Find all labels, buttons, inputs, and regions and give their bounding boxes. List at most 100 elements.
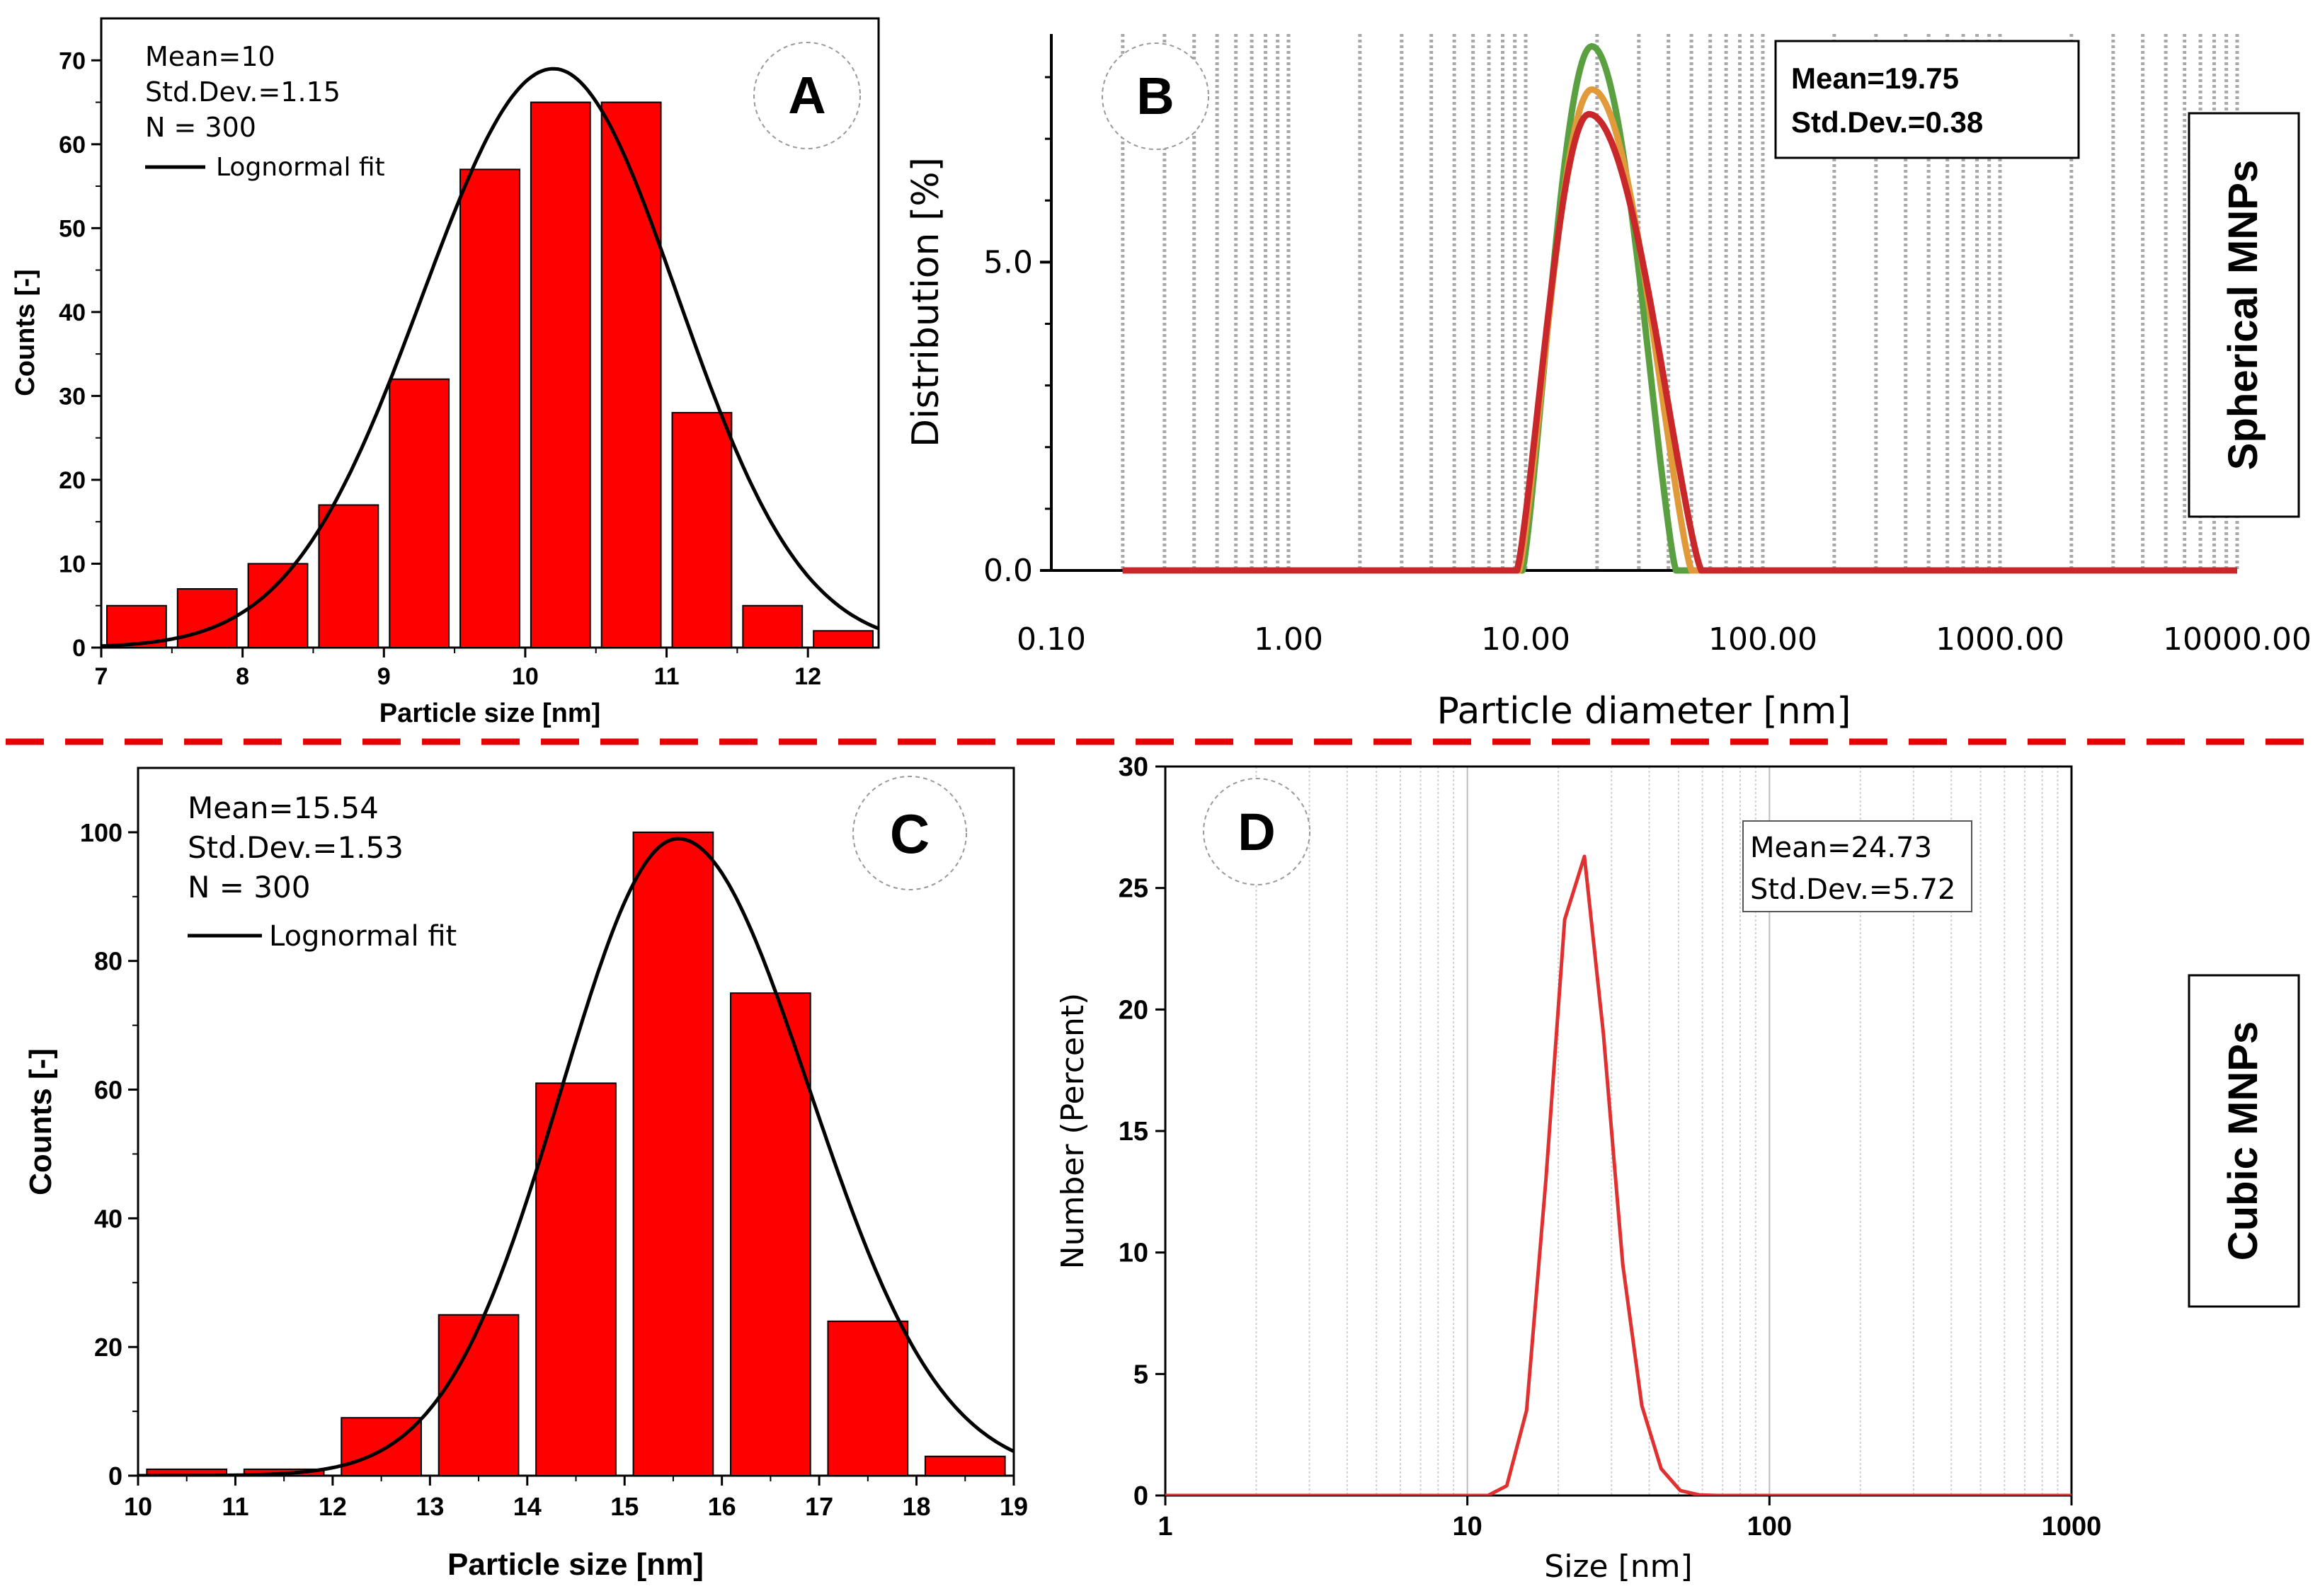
- panel-a-x-label: Particle size [nm]: [379, 699, 601, 728]
- x-tick-label: 1.00: [1254, 621, 1323, 658]
- panel-b-y-label: Distribution [%]: [905, 157, 947, 447]
- x-tick-label: 100: [1747, 1512, 1792, 1542]
- panel-b-series: [1122, 42, 2237, 574]
- y-tick-label: 20: [1119, 995, 1148, 1025]
- panel-d-x-ticks: 1 10 100 1000: [1158, 1495, 2101, 1542]
- bar-18.5: [924, 1455, 1006, 1477]
- x-tick-label: 13: [416, 1492, 444, 1521]
- panel-a-badge: [753, 42, 861, 149]
- y-tick-label: 30: [59, 384, 86, 411]
- x-tick-label: 0.10: [1017, 621, 1086, 658]
- bar-15.5: [632, 831, 714, 1476]
- bar-12.25: [813, 630, 874, 649]
- panel-d-letter: D: [1238, 803, 1275, 861]
- x-tick-label: 18: [903, 1492, 931, 1521]
- y-tick-label: 60: [94, 1076, 122, 1105]
- panel-d-x-label: Size [nm]: [1544, 1549, 1692, 1585]
- y-tick-label: 5: [1133, 1360, 1148, 1389]
- x-tick-label: 10000.00: [2163, 621, 2312, 658]
- panel-d-y-ticks: 0 5 10 15 20 25 30: [1119, 752, 1165, 1511]
- panel-b-stddev: Std.Dev.=0.38: [1791, 105, 1983, 139]
- panel-c-legend-label: Lognormal fit: [269, 920, 457, 953]
- y-tick-label: 50: [59, 216, 86, 243]
- panel-a-stddev: Std.Dev.=1.15: [145, 76, 341, 108]
- y-tick-label: 10: [59, 551, 86, 578]
- cubic-label-box: [2188, 974, 2300, 1308]
- x-tick-label: 1000: [2042, 1512, 2102, 1542]
- bar-14.5: [535, 1082, 617, 1477]
- x-tick-label: 8: [236, 663, 249, 690]
- series-red: [1122, 110, 2237, 574]
- x-tick-label: 12: [319, 1492, 347, 1521]
- bar-11.25: [671, 412, 733, 649]
- panel-c-count: N = 300: [188, 870, 310, 905]
- panel-d-y-label: Number (Percent): [1055, 993, 1091, 1270]
- panel-b-x-label: Particle diameter [nm]: [1436, 690, 1851, 733]
- x-tick-label: 10: [124, 1492, 152, 1521]
- spherical-label: Spherical MNPs: [2220, 160, 2266, 470]
- panel-c-y-ticks: 0 20 40 60 80 100: [80, 818, 138, 1491]
- x-tick-label: 1: [1158, 1512, 1172, 1542]
- x-tick-label: 17: [805, 1492, 833, 1521]
- panel-a-y-ticks: 0 10 20 30 40 50 60 70: [59, 48, 101, 662]
- panel-a-count: N = 300: [145, 112, 256, 143]
- panel-b: 0.0 5.0 0.10 1.00 10.00 100.00 1000.00 10000.0…: [905, 34, 2312, 733]
- y-tick-label: 0: [72, 635, 86, 662]
- bar-9.75: [459, 168, 520, 649]
- bar-8.75: [318, 504, 379, 649]
- bar-8.25: [247, 563, 309, 649]
- y-tick-label: 80: [94, 947, 122, 976]
- x-tick-label: 19: [1000, 1492, 1028, 1521]
- panel-a: 7 8 9 10 11 12 0 10 20 30 40 50 60 70 Particle size …: [11, 17, 880, 728]
- y-tick-label: 70: [59, 48, 86, 75]
- y-tick-label: 10: [1119, 1239, 1148, 1268]
- panel-a-y-label: Counts [-]: [11, 269, 40, 396]
- panel-b-letter: B: [1136, 67, 1174, 125]
- panel-b-stats-box: [1774, 40, 2080, 159]
- panel-c-x-ticks: 10 11 12 13 14 15 16 17 18 19: [124, 1476, 1028, 1521]
- panel-c-mean: Mean=15.54: [188, 791, 379, 825]
- x-tick-label: 10: [512, 663, 539, 690]
- panel-c-stddev: Std.Dev.=1.53: [188, 830, 404, 865]
- bar-16.5: [730, 992, 811, 1476]
- panel-a-letter: A: [788, 66, 825, 125]
- y-tick-label: 25: [1119, 874, 1148, 904]
- spherical-label-box: [2188, 112, 2300, 518]
- panel-d-number-series: [1165, 854, 2072, 1495]
- panel-b-mean: Mean=19.75: [1791, 62, 1959, 95]
- x-tick-label: 14: [513, 1492, 542, 1521]
- bar-12.5: [341, 1417, 422, 1476]
- y-tick-label: 40: [94, 1204, 122, 1233]
- panel-a-bars: [105, 101, 874, 649]
- x-tick-label: 15: [610, 1492, 639, 1521]
- bar-7.75: [176, 588, 238, 649]
- panel-a-legend-label: Lognormal fit: [216, 153, 385, 182]
- panel-b-y-ticks: 0.0 5.0: [983, 76, 1051, 589]
- cubic-label: Cubic MNPs: [2220, 1021, 2266, 1261]
- y-tick-label: 100: [80, 818, 122, 847]
- panel-c-bars: [146, 831, 1006, 1477]
- panel-d: 0 5 10 15 20 25 30 1 10 100 1000 Size [nm] Number…: [1055, 752, 2101, 1585]
- panel-c: 10 11 12 13 14 15 16 17 18 19 0 20 40 60 80 100 Partic…: [23, 767, 1028, 1582]
- bar-10.25: [530, 101, 591, 649]
- y-tick-label: 40: [59, 299, 86, 326]
- panel-d-stddev: Std.Dev.=5.72: [1750, 873, 1955, 906]
- x-tick-label: 10: [1453, 1512, 1482, 1542]
- y-tick-label: 30: [1119, 752, 1148, 782]
- x-tick-label: 1000.00: [1936, 621, 2064, 658]
- x-tick-label: 11: [654, 663, 680, 690]
- bar-11.75: [742, 604, 804, 649]
- panel-c-lognormal-fit: [138, 837, 1014, 1476]
- panel-c-y-label: Counts [-]: [23, 1048, 58, 1195]
- x-tick-label: 10.00: [1481, 621, 1570, 658]
- y-tick-label: 0.0: [983, 553, 1033, 589]
- x-tick-label: 12: [794, 663, 821, 690]
- panel-d-badge: [1203, 778, 1310, 885]
- panel-d-grid: [1255, 767, 2059, 1495]
- panel-c-letter: C: [890, 803, 930, 865]
- bar-9.25: [389, 378, 450, 649]
- panel-d-stats-box: [1742, 820, 1972, 912]
- panel-b-badge: [1102, 42, 1209, 150]
- y-tick-label: 0: [108, 1462, 122, 1491]
